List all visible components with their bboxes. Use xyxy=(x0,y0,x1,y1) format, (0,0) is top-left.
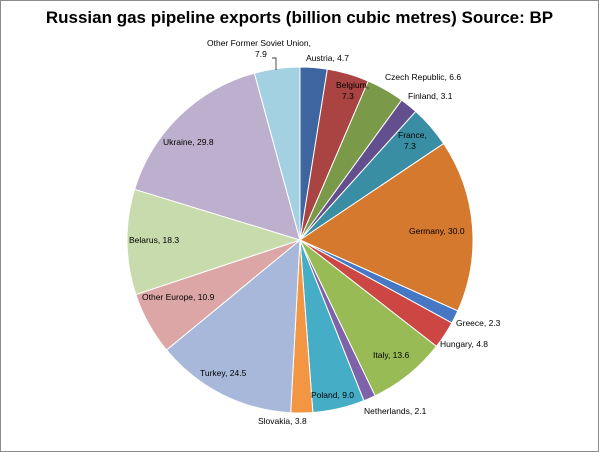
slice-label-other-europe: Other Europe, 10.9 xyxy=(142,292,215,302)
slice-label-ukraine: Ukraine, 29.8 xyxy=(163,137,214,147)
pie-slice-ukraine xyxy=(133,72,301,241)
slice-label-greece: Greece, 2.3 xyxy=(456,318,501,328)
slice-label-poland: Poland, 9.0 xyxy=(311,390,354,400)
leader-line xyxy=(272,57,277,70)
slice-label-other-former-soviet-union: Other Former Soviet Union, 7.9 xyxy=(207,38,311,59)
slice-label-hungary: Hungary, 4.8 xyxy=(440,339,488,349)
slice-label-france: France, 7.3 xyxy=(398,130,427,151)
chart-title: Russian gas pipeline exports (billion cu… xyxy=(45,8,554,27)
slice-label-czech-republic: Czech Republic, 6.6 xyxy=(385,72,461,82)
slice-label-turkey: Turkey, 24.5 xyxy=(200,368,247,378)
slice-label-slovakia: Slovakia, 3.8 xyxy=(258,416,307,426)
slice-label-belgium: Belgium, 7.3 xyxy=(336,80,369,101)
slice-label-netherlands: Netherlands, 2.1 xyxy=(364,406,427,416)
pie-slice-belarus xyxy=(126,188,302,296)
slice-label-germany: Germany, 30.0 xyxy=(409,226,465,236)
slice-label-austria: Austria, 4.7 xyxy=(306,53,349,63)
pie-slice-other-former-soviet-union xyxy=(253,66,301,241)
pie-slice-turkey xyxy=(165,238,301,414)
slice-label-belarus: Belarus, 18.3 xyxy=(129,235,179,245)
slice-label-finland: Finland, 3.1 xyxy=(408,91,453,101)
pie-slice-germany xyxy=(298,142,474,312)
slice-label-italy: Italy, 13.6 xyxy=(373,350,409,360)
